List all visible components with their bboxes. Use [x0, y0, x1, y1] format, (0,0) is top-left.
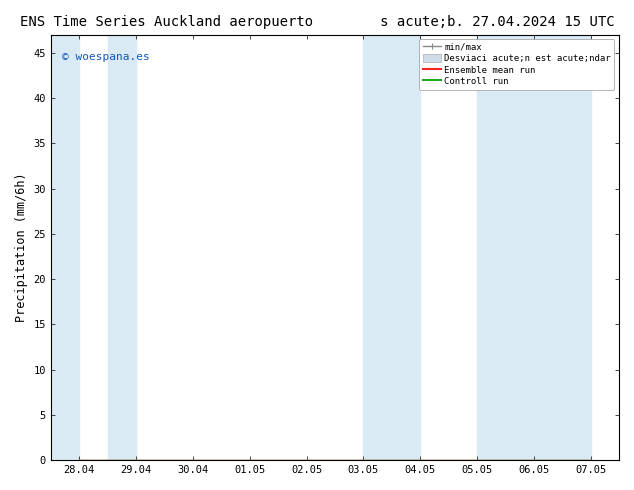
Bar — [363, 35, 420, 460]
Legend: min/max, Desviaci acute;n est acute;ndar, Ensemble mean run, Controll run: min/max, Desviaci acute;n est acute;ndar… — [419, 39, 614, 90]
Y-axis label: Precipitation (mm/6h): Precipitation (mm/6h) — [15, 172, 28, 322]
Text: ENS Time Series Auckland aeropuerto        s acute;b. 27.04.2024 15 UTC: ENS Time Series Auckland aeropuerto s ac… — [20, 15, 614, 29]
Bar — [477, 35, 591, 460]
Bar — [108, 35, 136, 460]
Text: © woespana.es: © woespana.es — [62, 51, 150, 62]
Bar — [51, 35, 79, 460]
